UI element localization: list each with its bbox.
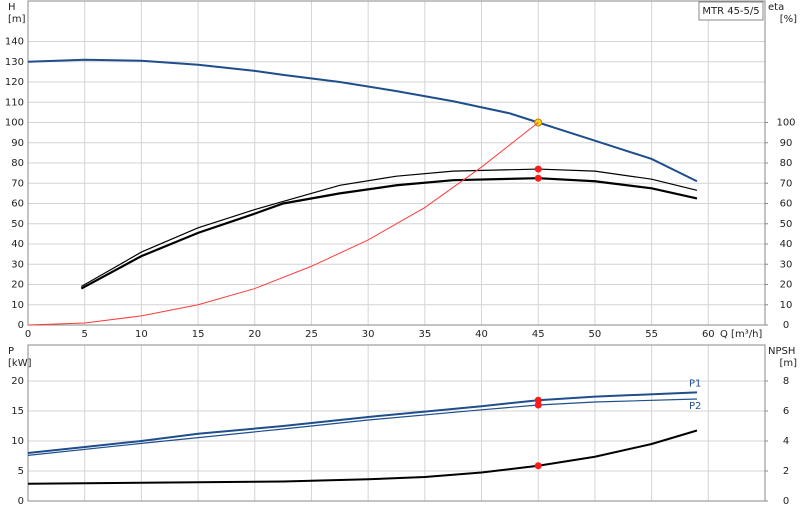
y2-axis-label: eta [768,2,784,13]
y2-tick-label: 0 [783,496,789,507]
y2-tick-label: 50 [780,219,793,230]
curve [80,177,698,290]
x-tick-label: 5 [82,329,88,340]
y-tick-label: 10 [11,300,24,311]
x-tick-label: 45 [532,329,545,340]
series-label: P1 [689,378,701,389]
y2-tick-label: 70 [780,178,793,189]
x-tick-label: 50 [589,329,602,340]
y-tick-label: 70 [11,178,24,189]
y-tick-label: 5 [18,466,24,477]
y-axis-label: H [8,2,16,13]
y2-tick-label: 10 [780,300,793,311]
curve [80,168,698,288]
x-tick-label: 0 [25,329,31,340]
y-tick-label: 110 [5,97,24,108]
y-tick-label: 20 [11,280,24,291]
x-tick-label: 55 [645,329,658,340]
x-tick-label: 20 [248,329,261,340]
y2-tick-label: 20 [780,280,793,291]
y-tick-label: 140 [5,37,24,48]
model-box [698,1,764,21]
x-tick-label: 40 [475,329,488,340]
duty-point [534,396,542,404]
y-tick-label: 60 [11,199,24,210]
y2-tick-label: 90 [780,138,793,149]
y-tick-label: 30 [11,259,24,270]
duty-point [534,462,542,470]
y2-tick-label: 2 [783,466,789,477]
model-label: MTR 45-5/5 [702,6,759,17]
y2-tick-label: 100 [776,118,795,129]
plot-frame [27,0,766,326]
curve [27,122,539,326]
x-tick-label: 10 [135,329,148,340]
y-tick-label: 40 [11,239,24,250]
duty-point [534,165,542,173]
y2-axis-label: NPSH [768,346,795,357]
y2-tick-label: 4 [783,436,789,447]
y2-tick-label: 0 [783,320,789,331]
y2-tick-label: 30 [780,259,793,270]
curve [27,58,698,183]
y2-tick-label: 60 [780,199,793,210]
x-tick-label: 60 [702,329,715,340]
x-axis-label: Q [m³/h] [720,329,762,340]
x-tick-label: 30 [362,329,375,340]
y-axis-unit: [m] [8,14,26,25]
x-tick-label: 35 [418,329,431,340]
curve [27,391,698,454]
duty-point [534,174,542,182]
y-tick-label: 20 [11,376,24,387]
y-tick-label: 0 [18,496,24,507]
plot-frame [27,344,766,502]
x-tick-label: 25 [305,329,318,340]
y-axis-unit: [kW] [8,358,32,369]
curve [27,398,697,456]
x-tick-label: 15 [192,329,205,340]
y-axis-label: P [8,346,14,357]
y-tick-label: 130 [5,57,24,68]
y-tick-label: 120 [5,77,24,88]
y2-tick-label: 40 [780,239,793,250]
y2-tick-label: 6 [783,406,789,417]
y-tick-label: 10 [11,436,24,447]
y2-axis-unit: [m] [779,358,797,369]
y2-axis-unit: [%] [780,14,797,25]
y-tick-label: 0 [18,320,24,331]
y2-tick-label: 8 [783,376,789,387]
y-tick-label: 80 [11,158,24,169]
curve [27,429,698,485]
duty-point [534,401,542,409]
y-tick-label: 90 [11,138,24,149]
y2-tick-label: 80 [780,158,793,169]
y-tick-label: 50 [11,219,24,230]
y-tick-label: 15 [11,406,24,417]
y-tick-label: 100 [5,118,24,129]
series-label: P2 [689,401,701,412]
